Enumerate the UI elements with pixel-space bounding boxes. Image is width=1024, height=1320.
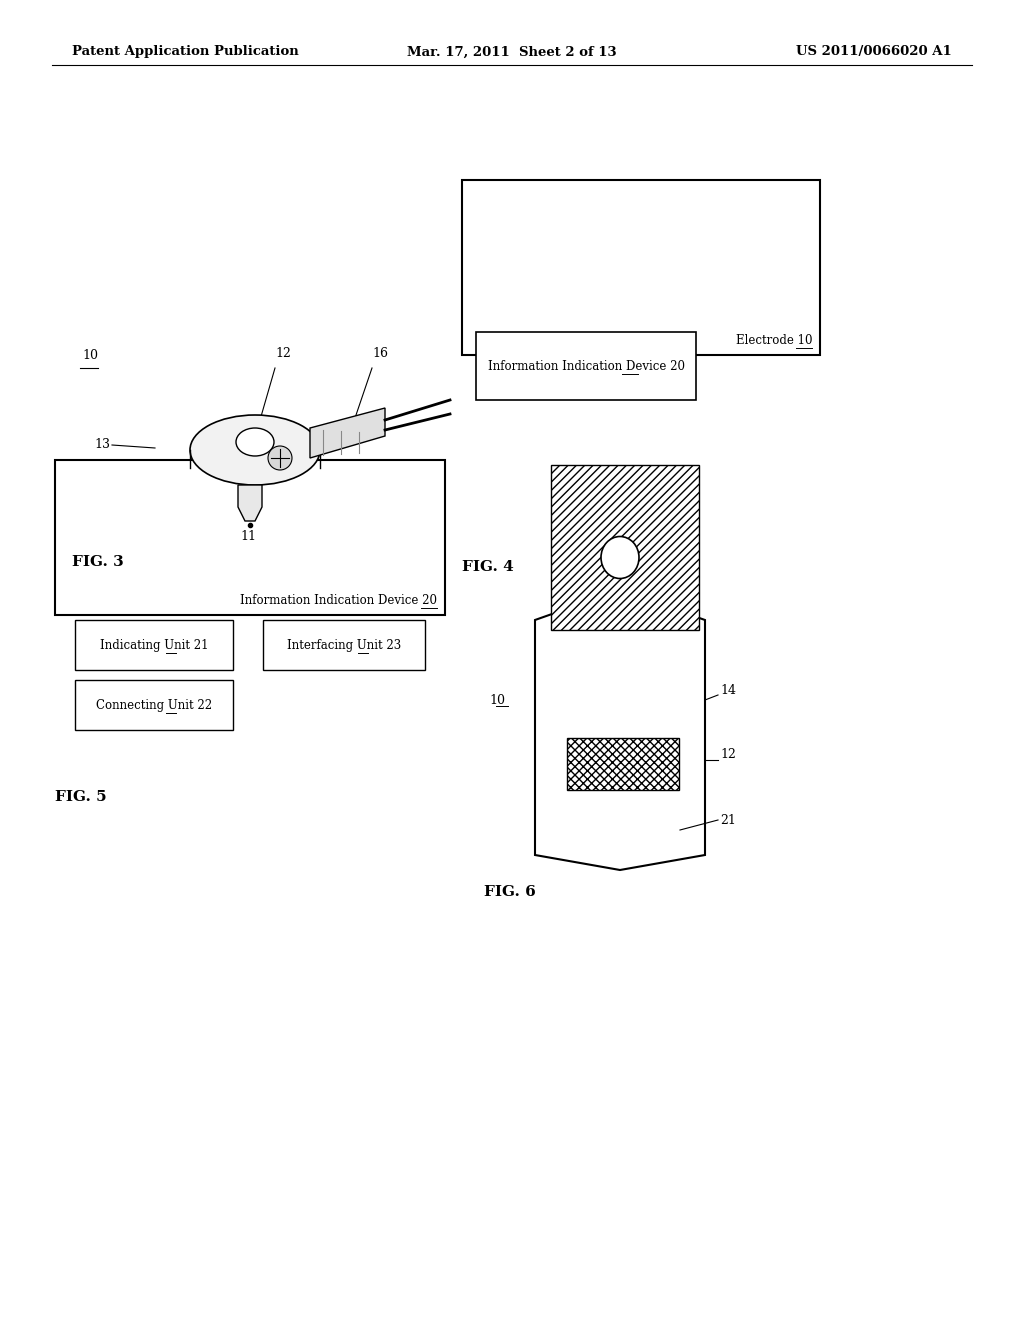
Polygon shape xyxy=(535,590,705,870)
Polygon shape xyxy=(310,408,385,458)
Text: Indicating Unit 21: Indicating Unit 21 xyxy=(99,639,208,652)
Text: Mar. 17, 2011  Sheet 2 of 13: Mar. 17, 2011 Sheet 2 of 13 xyxy=(408,45,616,58)
Text: Information Indication Device 20: Information Indication Device 20 xyxy=(487,359,684,372)
Text: FIG. 5: FIG. 5 xyxy=(55,789,106,804)
Circle shape xyxy=(268,446,292,470)
Text: 13: 13 xyxy=(94,438,110,451)
Bar xyxy=(75,620,233,671)
Ellipse shape xyxy=(236,428,274,455)
Text: 21: 21 xyxy=(720,813,736,826)
Bar xyxy=(75,680,233,730)
Ellipse shape xyxy=(190,414,319,484)
Bar xyxy=(55,459,445,615)
Text: 10: 10 xyxy=(489,693,505,706)
Polygon shape xyxy=(238,484,262,521)
Bar xyxy=(263,620,425,671)
Text: 11: 11 xyxy=(240,531,256,543)
Text: FIG. 6: FIG. 6 xyxy=(484,884,536,899)
Text: Connecting Unit 22: Connecting Unit 22 xyxy=(96,698,212,711)
Text: 16: 16 xyxy=(372,347,388,360)
Text: Information Indication Device 20: Information Indication Device 20 xyxy=(240,594,437,607)
Text: Interfacing Unit 23: Interfacing Unit 23 xyxy=(287,639,401,652)
Bar xyxy=(551,465,699,630)
Text: US 2011/0066020 A1: US 2011/0066020 A1 xyxy=(797,45,952,58)
Text: 14: 14 xyxy=(720,684,736,697)
Bar xyxy=(567,738,679,789)
Text: Electrode 10: Electrode 10 xyxy=(735,334,812,347)
Ellipse shape xyxy=(601,536,639,578)
Text: 12: 12 xyxy=(720,748,736,762)
Text: 12: 12 xyxy=(275,347,291,360)
Text: Patent Application Publication: Patent Application Publication xyxy=(72,45,299,58)
Bar xyxy=(462,180,820,355)
Bar xyxy=(476,333,696,400)
Text: 10: 10 xyxy=(82,348,98,362)
Text: FIG. 4: FIG. 4 xyxy=(462,560,514,574)
Text: FIG. 3: FIG. 3 xyxy=(72,554,124,569)
